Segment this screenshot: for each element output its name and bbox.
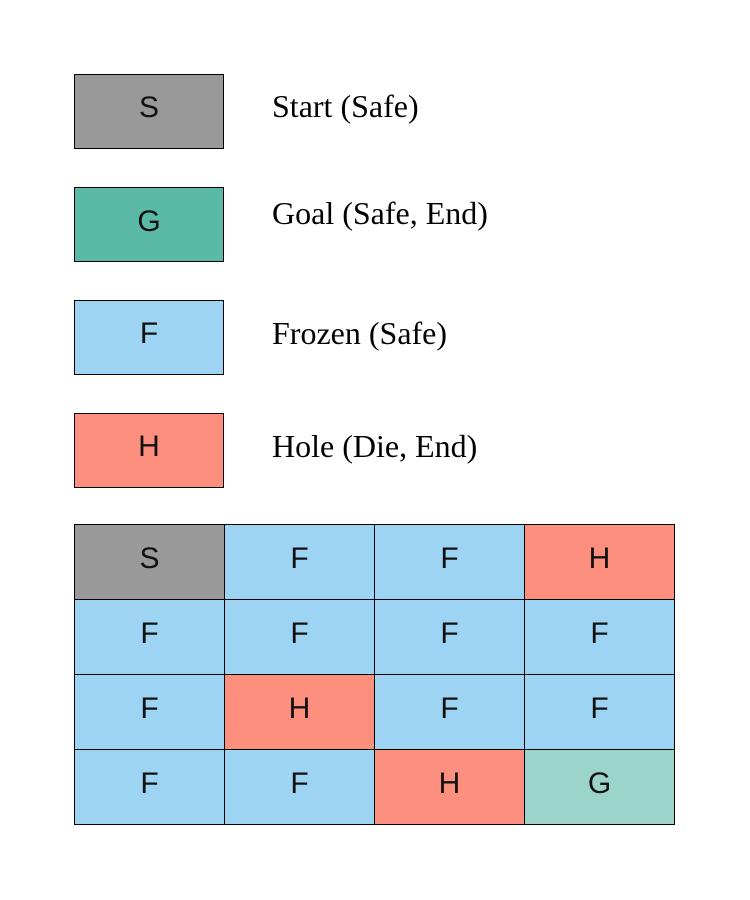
grid-cell-label: F <box>590 692 609 725</box>
grid-cell: F <box>75 750 225 825</box>
grid-cell-label: F <box>140 767 159 800</box>
grid-cell: H <box>375 750 525 825</box>
legend-swatch-start: S <box>74 74 224 149</box>
grid-cell-label: H <box>588 542 611 575</box>
legend-code-start: S <box>138 90 159 124</box>
grid-cell-label: F <box>290 617 309 650</box>
grid-cell: S <box>75 525 225 600</box>
grid-cell: H <box>525 525 675 600</box>
grid-cell-label: H <box>438 767 461 800</box>
grid-cell-label: F <box>140 692 159 725</box>
legend-description-goal: Goal (Safe, End) <box>272 195 488 231</box>
grid-cell: F <box>75 600 225 675</box>
legend-swatch-hole: H <box>74 413 224 488</box>
grid-cell: F <box>525 600 675 675</box>
grid-cell: F <box>225 750 375 825</box>
legend-code-frozen: F <box>139 316 159 350</box>
grid-cell-label: F <box>290 767 309 800</box>
grid-cell-label: G <box>587 767 612 800</box>
grid-cell: F <box>225 600 375 675</box>
grid-cell-label: F <box>140 617 159 650</box>
grid-cell-label: H <box>288 692 311 725</box>
grid-cell-label: F <box>440 617 459 650</box>
grid-cell: F <box>525 675 675 750</box>
grid-cell: H <box>225 675 375 750</box>
grid-cell-label: S <box>139 542 160 575</box>
grid-cell-label: F <box>440 542 459 575</box>
grid-cell-label: F <box>590 617 609 650</box>
legend-description-hole: Hole (Die, End) <box>272 428 478 464</box>
legend-description-frozen: Frozen (Safe) <box>272 315 448 351</box>
legend-swatch-frozen: F <box>74 300 224 375</box>
legend-code-hole: H <box>138 429 160 463</box>
legend-swatch-goal: G <box>74 187 224 262</box>
legend-code-goal: G <box>137 204 161 238</box>
grid-cell: F <box>375 525 525 600</box>
grid-cell-label: F <box>440 692 459 725</box>
grid-cell: G <box>525 750 675 825</box>
frozen-lake-grid: S F F H F F F F F H F F F F H G <box>74 524 675 825</box>
grid-cell: F <box>225 525 375 600</box>
grid-cell-label: F <box>290 542 309 575</box>
grid-cell: F <box>75 675 225 750</box>
grid-cell: F <box>375 675 525 750</box>
grid-cell: F <box>375 600 525 675</box>
legend-description-start: Start (Safe) <box>272 88 419 124</box>
